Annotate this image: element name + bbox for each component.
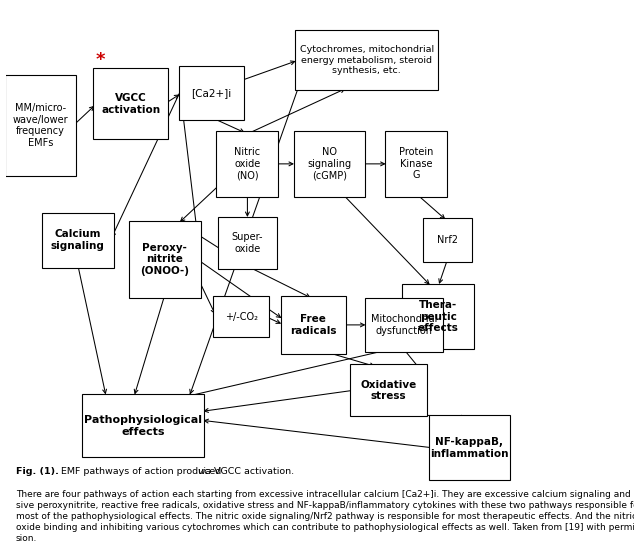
- FancyBboxPatch shape: [365, 297, 443, 352]
- FancyBboxPatch shape: [423, 218, 472, 262]
- Text: NF-kappaB,
inflammation: NF-kappaB, inflammation: [430, 437, 508, 458]
- Text: Mitochondrial
dysfunction: Mitochondrial dysfunction: [371, 314, 437, 336]
- Text: Calcium
signaling: Calcium signaling: [51, 229, 105, 251]
- Text: Cytochromes, mitochondrial
energy metabolism, steroid
synthesis, etc.: Cytochromes, mitochondrial energy metabo…: [300, 45, 434, 75]
- FancyBboxPatch shape: [385, 131, 448, 197]
- Text: Fig. (1).: Fig. (1).: [16, 467, 58, 476]
- Text: +/-CO₂: +/-CO₂: [224, 312, 257, 322]
- Text: EMF pathways of action produced: EMF pathways of action produced: [58, 467, 224, 476]
- FancyBboxPatch shape: [403, 284, 474, 349]
- FancyBboxPatch shape: [93, 69, 168, 139]
- FancyBboxPatch shape: [216, 131, 278, 197]
- FancyBboxPatch shape: [129, 221, 200, 297]
- FancyBboxPatch shape: [179, 66, 244, 120]
- Text: VGCC
activation: VGCC activation: [101, 93, 160, 115]
- Text: [Ca2+]i: [Ca2+]i: [191, 88, 231, 98]
- Text: Free
radicals: Free radicals: [290, 314, 337, 336]
- Text: Peroxy-
nitrite
(ONOO-): Peroxy- nitrite (ONOO-): [140, 243, 190, 276]
- FancyBboxPatch shape: [213, 296, 269, 337]
- Text: Super-
oxide: Super- oxide: [231, 232, 263, 254]
- Text: NO
signaling
(cGMP): NO signaling (cGMP): [307, 147, 351, 180]
- Text: There are four pathways of action each starting from excessive intracellular cal: There are four pathways of action each s…: [16, 490, 634, 543]
- Text: Nrf2: Nrf2: [437, 235, 458, 245]
- Text: Thera-
peutic
effects: Thera- peutic effects: [418, 300, 458, 333]
- Text: via: via: [198, 467, 212, 476]
- FancyBboxPatch shape: [42, 213, 113, 267]
- FancyBboxPatch shape: [294, 131, 365, 197]
- FancyBboxPatch shape: [349, 364, 427, 416]
- Text: Protein
Kinase
G: Protein Kinase G: [399, 147, 434, 180]
- FancyBboxPatch shape: [5, 75, 76, 176]
- FancyBboxPatch shape: [295, 30, 438, 90]
- Text: *: *: [96, 51, 105, 69]
- Text: Nitric
oxide
(NO): Nitric oxide (NO): [235, 147, 261, 180]
- FancyBboxPatch shape: [281, 296, 346, 354]
- Text: VGCC activation.: VGCC activation.: [211, 467, 295, 476]
- Text: Pathophysiological
effects: Pathophysiological effects: [84, 415, 202, 437]
- FancyBboxPatch shape: [82, 394, 204, 457]
- FancyBboxPatch shape: [429, 415, 510, 481]
- Text: MM/micro-
wave/lower
frequency
EMFs: MM/micro- wave/lower frequency EMFs: [13, 103, 68, 148]
- Text: Oxidative
stress: Oxidative stress: [360, 380, 417, 401]
- FancyBboxPatch shape: [218, 217, 277, 269]
